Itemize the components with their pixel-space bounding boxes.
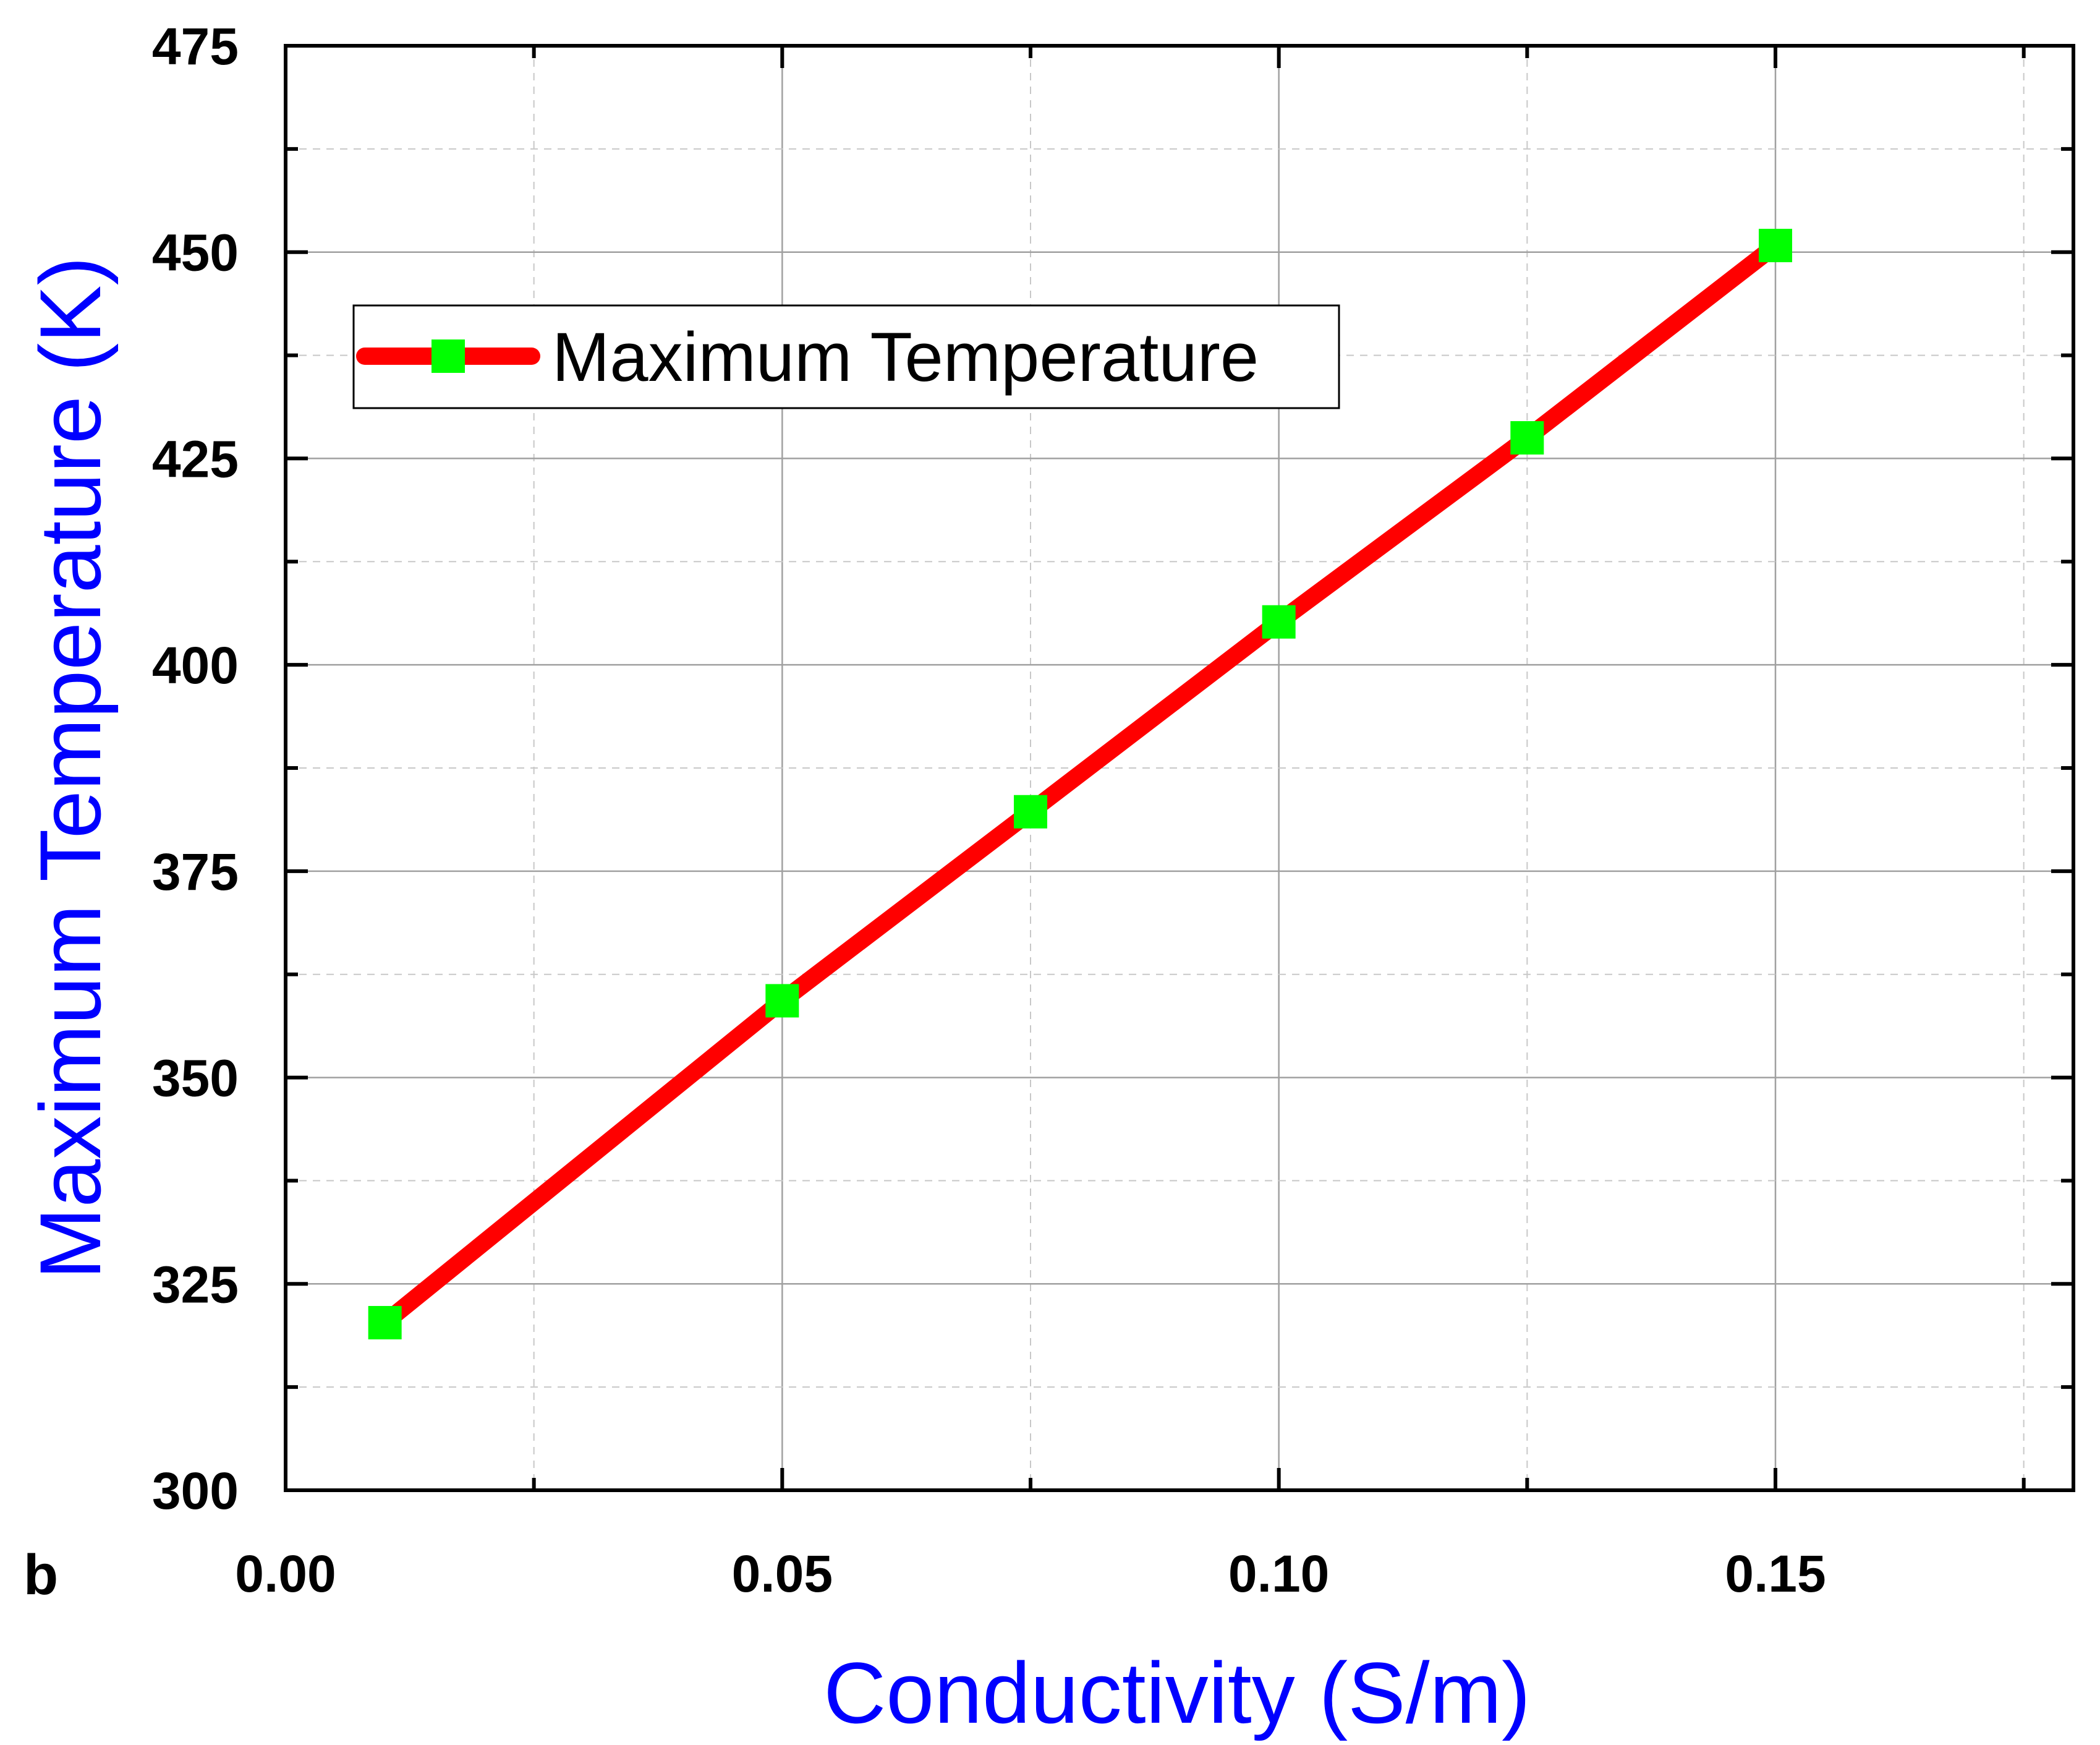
series-line <box>376 237 1784 1332</box>
y-tick-label: 350 <box>152 1049 239 1107</box>
legend-marker-swatch <box>431 339 465 373</box>
data-point <box>1510 421 1544 455</box>
data-point <box>1262 605 1296 639</box>
x-tick-label: 0.15 <box>1725 1545 1826 1603</box>
x-tick-label: 0.00 <box>235 1545 336 1603</box>
y-tick-label: 375 <box>152 843 239 901</box>
data-point <box>765 984 799 1018</box>
plot-frame <box>284 44 2075 1492</box>
legend-label: Maximum Temperature <box>552 318 1259 396</box>
data-point <box>1759 229 1792 263</box>
ticks-layer <box>284 44 2073 1492</box>
x-tick-label: 0.10 <box>1228 1545 1330 1603</box>
y-tick-label: 400 <box>152 636 239 694</box>
data-point <box>1014 795 1047 829</box>
legend: Maximum Temperature <box>352 304 1340 409</box>
panel-label: b <box>23 1543 58 1606</box>
y-tick-label: 450 <box>152 224 239 282</box>
x-axis-title: Conductivity (S/m) <box>823 1644 1531 1741</box>
series-layer <box>368 229 1792 1340</box>
y-axis-title: Maximum Temperature (K) <box>22 257 119 1280</box>
y-tick-label: 325 <box>152 1255 239 1313</box>
y-tick-label: 425 <box>152 430 239 488</box>
y-tick-label: 475 <box>152 17 239 75</box>
y-tick-label: 300 <box>152 1462 239 1520</box>
x-tick-label: 0.05 <box>732 1545 833 1603</box>
grid-layer <box>286 46 2073 1490</box>
tick-labels-layer: 0.00 0.05 0.10 0.15 300 325 350 375 400 425 450 475 <box>152 17 1826 1603</box>
data-point <box>368 1306 402 1340</box>
